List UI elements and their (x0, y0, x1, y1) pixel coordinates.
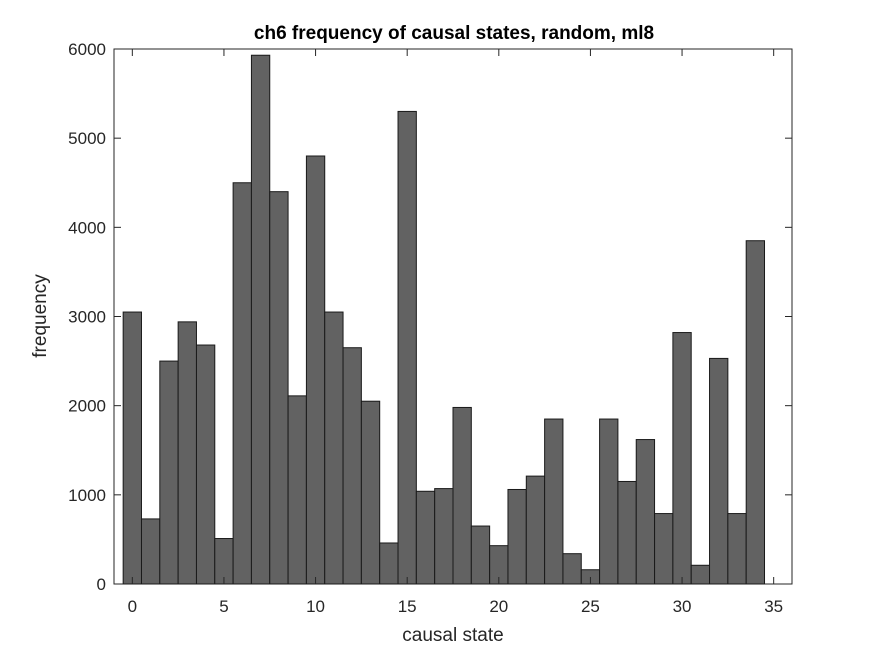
bar-state-28 (635, 439, 656, 585)
bar-state-34 (745, 240, 766, 585)
bar-state-21 (507, 488, 527, 585)
bar-state-19 (470, 525, 491, 585)
y-tick-label-1000: 1000 (68, 486, 106, 505)
bar-state-23 (544, 418, 564, 585)
bar-state-13 (360, 400, 381, 585)
x-axis: 0 5 10 15 20 25 30 35 (128, 49, 783, 616)
y-tick-label-4000: 4000 (68, 218, 106, 237)
bar-state-24 (562, 553, 582, 585)
x-tick-label-5: 5 (219, 597, 228, 616)
x-tick-label-30: 30 (673, 597, 692, 616)
bar-state-26 (599, 418, 619, 585)
bar-state-33 (727, 513, 747, 585)
bar-state-9 (287, 395, 307, 585)
x-tick-label-15: 15 (398, 597, 417, 616)
bar-state-11 (324, 311, 344, 585)
bar-state-10 (305, 155, 326, 585)
bar-state-4 (195, 344, 216, 585)
x-tick-label-35: 35 (764, 597, 783, 616)
y-tick-label-0: 0 (97, 575, 106, 594)
bar-state-8 (269, 191, 289, 585)
bar-state-30 (672, 332, 692, 585)
bar-state-0 (122, 311, 142, 585)
bar-state-6 (232, 182, 252, 585)
bar-state-15 (397, 110, 417, 585)
bars-group (122, 54, 766, 585)
bar-state-32 (709, 357, 729, 585)
y-axis: 0 1000 2000 3000 4000 5000 6000 (68, 40, 792, 594)
y-tick-label-2000: 2000 (68, 397, 106, 416)
bar-state-3 (177, 321, 197, 585)
bar-state-31 (690, 564, 711, 585)
x-tick-label-10: 10 (306, 597, 325, 616)
y-axis-label: frequency (30, 274, 51, 358)
y-tick-label-5000: 5000 (68, 129, 106, 148)
bar-state-2 (159, 360, 179, 585)
x-tick-label-0: 0 (128, 597, 137, 616)
bar-state-22 (525, 475, 546, 585)
bar-state-16 (415, 490, 436, 585)
bar-state-18 (452, 406, 472, 585)
x-tick-label-20: 20 (489, 597, 508, 616)
bar-state-17 (434, 488, 454, 585)
y-tick-label-3000: 3000 (68, 308, 106, 327)
bar-state-29 (654, 513, 674, 585)
bar-state-1 (140, 518, 161, 585)
bar-state-14 (379, 542, 399, 585)
bar-state-7 (250, 54, 271, 585)
x-axis-label: causal state (402, 625, 503, 646)
chart-title: ch6 frequency of causal states, random, … (254, 23, 654, 44)
x-tick-label-25: 25 (581, 597, 600, 616)
y-tick-label-6000: 6000 (68, 40, 106, 59)
bar-state-12 (342, 347, 362, 585)
bar-state-27 (617, 480, 637, 585)
